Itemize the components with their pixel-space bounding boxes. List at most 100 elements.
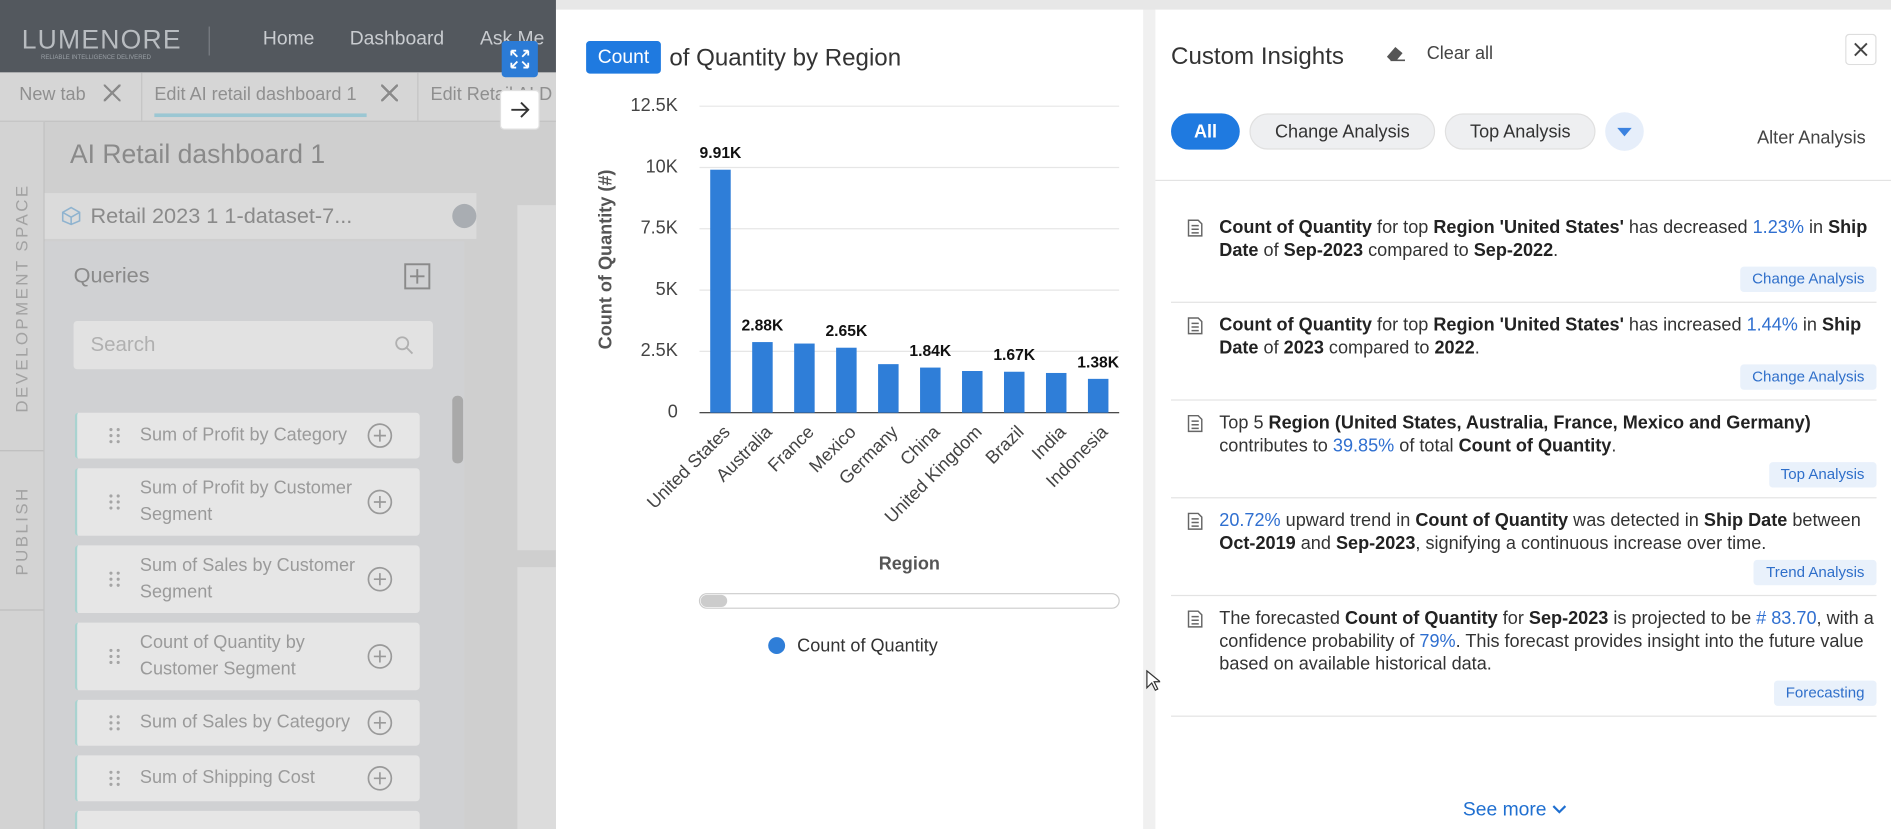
insight-tag[interactable]: Trend Analysis (1754, 559, 1877, 586)
search-icon (395, 336, 414, 355)
insight-segment: , signifying a continuous increase over … (1415, 533, 1767, 554)
insights-title: Custom Insights (1171, 43, 1344, 70)
query-item[interactable]: Sum of Shipping Cost (74, 755, 420, 802)
insight-segment: Count of Quantity (1344, 608, 1498, 629)
scrollbar-thumb[interactable] (700, 594, 728, 607)
query-item (74, 810, 420, 829)
query-item[interactable]: Count of Quantity by Customer Segment (74, 622, 420, 691)
dot (116, 506, 120, 510)
caret-shape (1617, 127, 1633, 137)
nav-item[interactable]: Home (262, 28, 315, 50)
filter-bar: All Change Analysis Top Analysis (1171, 112, 1645, 151)
brand: LUMENORE (21, 24, 182, 55)
see-more[interactable]: See more (1463, 800, 1567, 822)
add-button[interactable] (367, 489, 394, 516)
add-button[interactable] (367, 710, 394, 737)
insight-tag[interactable]: Change Analysis (1740, 364, 1877, 390)
scrollbar-track[interactable] (698, 593, 1120, 609)
insight-tag[interactable]: Forecasting (1773, 680, 1877, 706)
search-box[interactable]: Search (73, 320, 433, 370)
brand-tagline: RELIABLE INTELLIGENCE DELIVERED (41, 54, 151, 62)
legend-marker[interactable] (768, 637, 786, 655)
side-label[interactable]: DEVELOPMENT SPACE (12, 183, 32, 413)
insight-tag[interactable]: Change Analysis (1740, 266, 1877, 293)
side-divider (0, 450, 44, 452)
dot (116, 500, 120, 504)
add-button[interactable] (367, 643, 394, 670)
eraser-icon (1386, 47, 1405, 62)
see-more-text[interactable]: See more (1462, 800, 1547, 821)
expand-button[interactable] (501, 41, 538, 78)
separator (1155, 179, 1891, 182)
dashboard-title: AI Retail dashboard 1 (69, 138, 326, 169)
insight-segment: Ship Date (1219, 217, 1868, 261)
legend-label[interactable]: Count of Quantity (797, 636, 938, 656)
x-tick-label: Brazil (982, 422, 1028, 468)
add-button[interactable] (367, 566, 394, 593)
tab-close[interactable] (103, 84, 121, 102)
insight-tag[interactable]: Top Analysis (1768, 462, 1877, 488)
insight-segment: . This forecast provides insight into th… (1219, 631, 1864, 675)
tab-label[interactable]: Edit AI retail dashboard 1 (154, 84, 357, 105)
collapse-button[interactable] (452, 203, 477, 229)
y-tick-label: 5K (656, 279, 678, 299)
dot (116, 782, 120, 786)
query-item[interactable]: Sum of Profit by Category (74, 412, 420, 459)
insight-text: The forecasted Count of Quantity for Sep… (1219, 607, 1876, 676)
insight-segment: and (1295, 533, 1336, 554)
insight-segment: 2022 (1434, 337, 1475, 359)
tab-divider (141, 72, 143, 121)
bar[interactable] (710, 169, 731, 413)
bar[interactable] (878, 364, 899, 413)
add-query[interactable] (404, 263, 431, 290)
insight-segment: 79% (1419, 631, 1456, 652)
dot (116, 434, 120, 438)
bar[interactable] (1003, 371, 1025, 413)
side-label[interactable]: PUBLISH (12, 486, 32, 576)
tab-close[interactable] (381, 84, 398, 102)
insight-segment: Ship Date (1219, 314, 1862, 359)
bar[interactable] (836, 347, 857, 413)
insight-segment: Count of Quantity (1219, 217, 1373, 238)
bar[interactable] (962, 371, 983, 413)
filter-pill[interactable]: All (1171, 113, 1240, 150)
active-tab-underline (154, 113, 367, 118)
y-tick-label: 2.5K (641, 340, 678, 360)
tab-label[interactable]: New tab (19, 84, 86, 105)
bar[interactable] (920, 367, 941, 413)
bar[interactable] (1087, 378, 1109, 413)
insight: 20.72% upward trend in Count of Quantity… (1171, 498, 1877, 597)
bar[interactable] (752, 342, 773, 413)
query-item[interactable]: Sum of Sales by Customer Segment (74, 545, 420, 614)
query-item[interactable]: Sum of Profit by Customer Segment (74, 468, 420, 536)
x-axis-label: Region (879, 554, 940, 574)
add-button[interactable] (367, 422, 394, 449)
tag-row: Top Analysis (1219, 462, 1877, 488)
nav-item[interactable]: Dashboard (349, 28, 445, 50)
bar[interactable] (794, 343, 815, 413)
insight-segment: of total (1394, 435, 1459, 457)
clear-all[interactable]: Clear all (1426, 43, 1494, 64)
side-divider (0, 609, 44, 611)
dot (109, 770, 113, 774)
insight-segment: was detected in (1568, 510, 1704, 531)
alter-analysis[interactable]: Alter Analysis (1757, 127, 1866, 149)
query-item[interactable]: Sum of Sales by Category (74, 699, 420, 746)
dot (109, 428, 113, 432)
plus-sign (373, 429, 386, 442)
chevron (1552, 805, 1566, 814)
doc-shape (1187, 512, 1203, 530)
dot (109, 654, 113, 659)
queries-panel: Queries Search Sum of Profit by Category… (44, 241, 465, 829)
filter-dropdown[interactable] (1605, 112, 1645, 151)
insight-segment: Count of Quantity (1415, 510, 1569, 531)
filter-pill[interactable]: Change Analysis (1249, 113, 1436, 150)
bar[interactable] (1045, 372, 1067, 413)
add-button[interactable] (367, 765, 394, 792)
insight-segment: in (1797, 314, 1823, 336)
close-button[interactable] (1845, 33, 1877, 66)
filter-pill[interactable]: Top Analysis (1444, 113, 1596, 150)
dataset-name[interactable]: Retail 2023 1 1-dataset-7... (90, 203, 353, 229)
insight-segment: contributes to (1219, 435, 1333, 457)
insight-segment: of (1258, 240, 1284, 261)
